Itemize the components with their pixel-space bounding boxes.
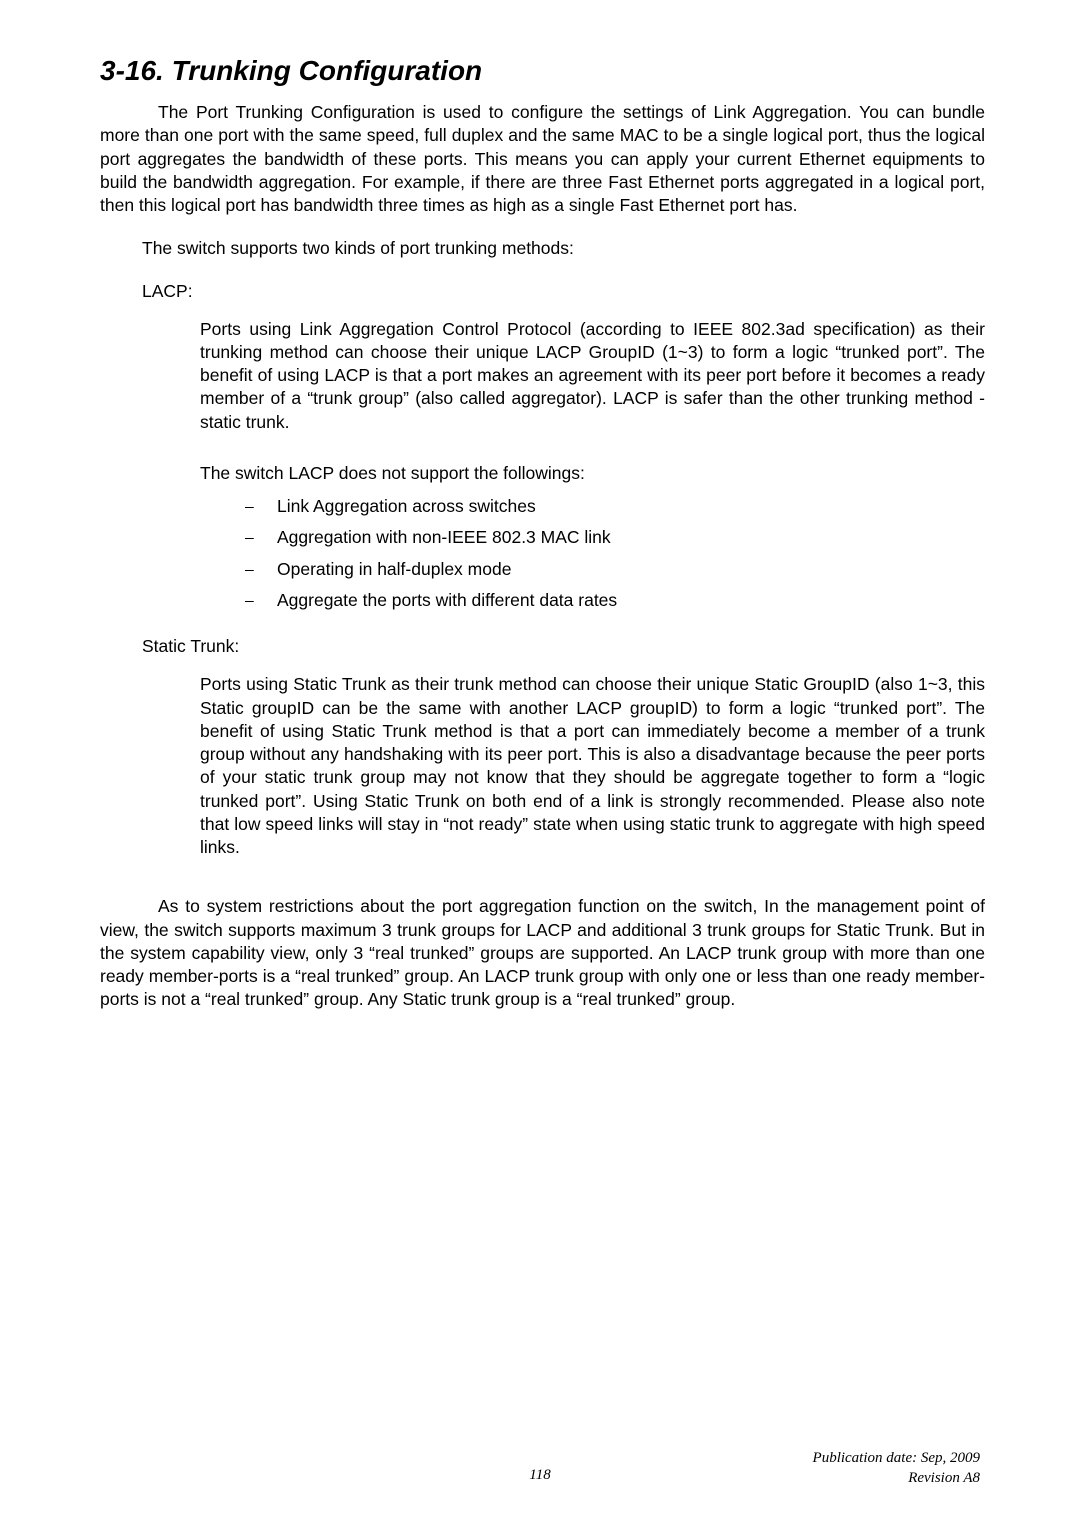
- lacp-unsupported-intro: The switch LACP does not support the fol…: [200, 462, 985, 485]
- static-trunk-description: Ports using Static Trunk as their trunk …: [200, 673, 985, 859]
- bullet-list: ⎯ Link Aggregation across switches ⎯ Agg…: [245, 495, 985, 612]
- bullet-dash-icon: ⎯: [245, 589, 277, 612]
- methods-intro: The switch supports two kinds of port tr…: [100, 237, 985, 260]
- publication-date: Publication date: Sep, 2009: [813, 1448, 980, 1468]
- bullet-dash-icon: ⎯: [245, 558, 277, 581]
- revision: Revision A8: [813, 1468, 980, 1488]
- list-item: ⎯ Aggregate the ports with different dat…: [245, 589, 985, 612]
- list-item: ⎯ Aggregation with non-IEEE 802.3 MAC li…: [245, 526, 985, 549]
- bullet-text: Link Aggregation across switches: [277, 495, 536, 518]
- footer-meta: Publication date: Sep, 2009 Revision A8: [813, 1448, 980, 1489]
- bullet-dash-icon: ⎯: [245, 495, 277, 518]
- list-item: ⎯ Operating in half-duplex mode: [245, 558, 985, 581]
- list-item: ⎯ Link Aggregation across switches: [245, 495, 985, 518]
- page-number: 118: [529, 1467, 550, 1484]
- lacp-label: LACP:: [142, 281, 985, 302]
- intro-paragraph: The Port Trunking Configuration is used …: [100, 101, 985, 217]
- section-heading: 3-16. Trunking Configuration: [100, 55, 985, 87]
- restrictions-paragraph: As to system restrictions about the port…: [100, 895, 985, 1011]
- bullet-text: Aggregation with non-IEEE 802.3 MAC link: [277, 526, 611, 549]
- lacp-description: Ports using Link Aggregation Control Pro…: [200, 318, 985, 434]
- bullet-text: Operating in half-duplex mode: [277, 558, 511, 581]
- bullet-text: Aggregate the ports with different data …: [277, 589, 617, 612]
- static-trunk-label: Static Trunk:: [142, 636, 985, 657]
- bullet-dash-icon: ⎯: [245, 526, 277, 549]
